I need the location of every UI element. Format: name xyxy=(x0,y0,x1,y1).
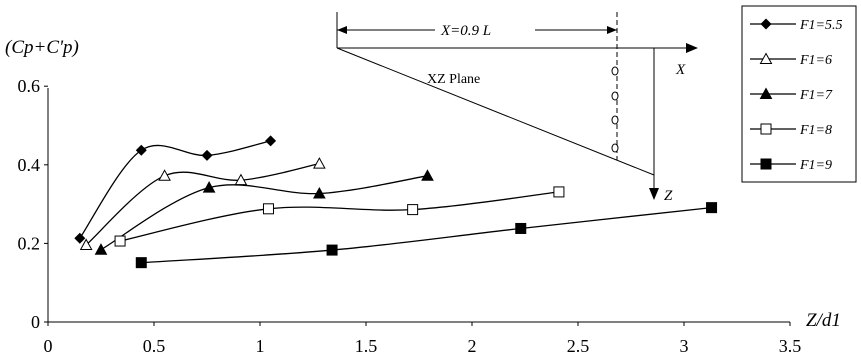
legend-item: F1=8 xyxy=(750,123,832,138)
series xyxy=(114,186,565,247)
data-point xyxy=(706,202,718,214)
data-point xyxy=(114,235,126,247)
legend-item: F1=5.5 xyxy=(750,18,843,33)
y-tick-label: 0.6 xyxy=(18,76,41,96)
series-line xyxy=(85,162,320,246)
series-line xyxy=(100,175,428,251)
inset-plane-label: XZ Plane xyxy=(427,72,480,87)
y-tick-label: 0.2 xyxy=(18,233,41,253)
legend-item: F1=6 xyxy=(750,52,832,68)
series-line xyxy=(79,140,271,239)
y-ticks: 0 0.2 0.4 0.6 xyxy=(18,76,48,332)
legend-label: F1=7 xyxy=(799,88,833,103)
legend: F1=5.5 F1=6 F1=7 F1=8 F1=9 xyxy=(741,5,857,183)
x-tick-label: 1.5 xyxy=(355,336,378,356)
data-point xyxy=(74,232,86,244)
legend-label: F1=5.5 xyxy=(799,18,843,33)
series-line xyxy=(119,191,559,242)
data-point xyxy=(201,149,213,161)
axes: 0 0.5 1 1.5 2 2.5 3 3.5 0 0.2 0.4 0.6 xyxy=(18,76,802,356)
data-point xyxy=(265,135,277,147)
inset-distance-label: X=0.9 L xyxy=(440,23,491,39)
data-point xyxy=(760,18,772,30)
data-point xyxy=(262,203,274,215)
data-point xyxy=(553,186,565,198)
series xyxy=(135,202,718,269)
series xyxy=(94,169,434,255)
inset-slope-line xyxy=(336,47,655,176)
series-layer xyxy=(74,135,718,269)
x-tick-label: 0.5 xyxy=(143,336,166,356)
y-tick-label: 0.4 xyxy=(18,155,41,175)
inset-ovals xyxy=(611,66,619,153)
data-point xyxy=(158,169,171,181)
legend-label: F1=6 xyxy=(799,53,832,68)
data-point xyxy=(135,257,147,269)
x-tick-label: 1 xyxy=(256,336,265,356)
x-axis-label: Z/d1 xyxy=(806,310,841,331)
inset-x-label: X xyxy=(675,62,686,78)
data-point xyxy=(760,158,772,170)
x-ticks: 0 0.5 1 1.5 2 2.5 3 3.5 xyxy=(44,322,802,356)
series xyxy=(74,135,277,244)
inset-oval xyxy=(611,115,619,125)
legend-label: F1=9 xyxy=(799,158,832,173)
legend-item: F1=9 xyxy=(750,158,832,173)
data-point xyxy=(759,52,773,64)
x-tick-label: 0 xyxy=(44,336,53,356)
legend-label: F1=8 xyxy=(799,123,832,138)
data-point xyxy=(515,222,527,234)
inset-z-label: Z xyxy=(664,188,673,204)
series xyxy=(79,157,326,250)
y-tick-label: 0 xyxy=(31,312,40,332)
data-point xyxy=(421,169,434,181)
inset-oval xyxy=(611,91,619,101)
inset-oval xyxy=(611,66,619,76)
x-tick-label: 3.5 xyxy=(779,336,802,356)
data-point xyxy=(313,157,326,169)
data-point xyxy=(760,123,772,135)
series-line xyxy=(141,206,712,264)
data-point xyxy=(79,238,93,250)
legend-items: F1=5.5 F1=6 F1=7 F1=8 F1=9 xyxy=(750,18,843,173)
inset-x-arrowhead xyxy=(686,43,698,53)
data-point xyxy=(135,144,147,156)
inset-arrowhead-left xyxy=(337,26,347,34)
inset-z-arrowhead xyxy=(649,188,659,200)
inset-arrowhead-right xyxy=(607,26,617,34)
x-tick-label: 2 xyxy=(468,336,477,356)
inset-diagram: X=0.9 L X Z XZ Plane xyxy=(336,12,698,204)
x-tick-label: 2.5 xyxy=(567,336,590,356)
data-point xyxy=(94,243,108,255)
legend-item: F1=7 xyxy=(750,87,833,103)
x-tick-label: 3 xyxy=(680,336,689,356)
data-point xyxy=(202,181,216,193)
data-point xyxy=(759,87,773,99)
data-point xyxy=(407,204,419,216)
data-point xyxy=(313,186,326,199)
y-axis-label: (Cp+C'p) xyxy=(5,37,79,58)
inset-oval xyxy=(611,143,619,153)
data-point xyxy=(326,244,338,256)
